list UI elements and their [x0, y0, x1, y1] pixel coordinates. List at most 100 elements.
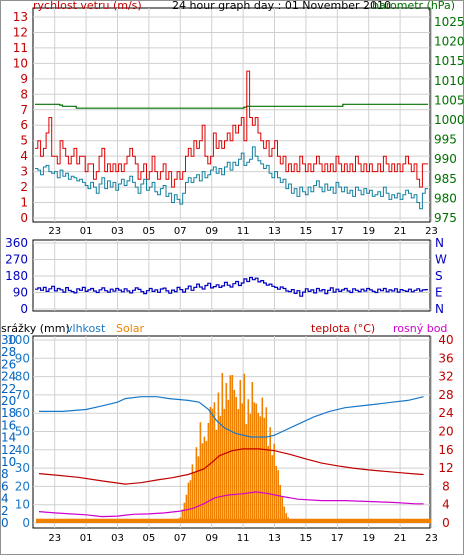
wind-speed-tick-label: 11 [13, 41, 28, 55]
humidity-tick-label: 90 [15, 351, 30, 365]
wind-speed-time-tick-label: 05 [143, 226, 156, 237]
temperature-time-tick-label: 19 [362, 533, 375, 544]
humidity-tick-label: 60 [15, 406, 30, 420]
wind-direction-degree-axis: 0 90 180 270 360 [5, 236, 28, 316]
wind-speed-tick-label: 1 [20, 196, 28, 210]
temperature-time-tick-label: 23 [48, 533, 61, 544]
temperature-tick-label: 16 [438, 443, 453, 457]
wind-direction-degree-label: 270 [5, 253, 28, 267]
wind-speed-time-axis: 23 01 03 05 07 09 11 13 15 17 19 21 23 [48, 226, 438, 237]
wind-speed-tick-label: 9 [20, 72, 28, 86]
dewpoint-line [38, 491, 424, 518]
wind-direction-degree-label: 90 [13, 286, 28, 300]
rain-tick-label: 8 [1, 467, 9, 481]
rain-tick-label: 2 [1, 504, 9, 518]
wind-speed-time-tick-label: 23 [48, 226, 61, 237]
wind-direction-compass-label: N [435, 302, 444, 316]
rain-tick-label: 22 [1, 382, 16, 396]
humidity-tick-label: 20 [15, 479, 30, 493]
temperature-time-tick-label: 11 [237, 533, 250, 544]
temperature-time-tick-label: 01 [80, 533, 93, 544]
barometer-tick-label: 1015 [434, 54, 464, 68]
wind-speed-time-tick-label: 01 [80, 226, 93, 237]
wind-direction-series [35, 276, 428, 297]
wind-speed-time-tick-label: 21 [394, 226, 407, 237]
wind-speed-tick-label: 10 [13, 56, 28, 70]
humidity-tick-label: 40 [15, 443, 30, 457]
temperature-tick-label: 12 [438, 461, 453, 475]
wind-direction-compass-label: W [435, 253, 447, 267]
barometer-tick-label: 1000 [434, 113, 464, 127]
temperature-time-tick-label: 15 [300, 533, 313, 544]
wind-gust-line [35, 70, 428, 188]
dewpoint-legend-label: rosný bod [393, 322, 447, 335]
barometer-line [35, 103, 428, 109]
temperature-tick-label: 4 [442, 498, 450, 512]
barometer-tick-label: 990 [434, 152, 457, 166]
barometer-tick-label: 975 [434, 211, 457, 225]
barometer-tick-label: 1010 [434, 74, 464, 88]
barometer-tick-label: 985 [434, 172, 457, 186]
wind-average-line [35, 146, 428, 210]
temperature-line [38, 448, 424, 485]
temperature-time-tick-label: 23 [425, 533, 438, 544]
rain-tick-label: 24 [1, 370, 16, 384]
wind-speed-tick-label: 4 [20, 149, 28, 163]
wind-speed-time-tick-label: 09 [205, 226, 218, 237]
rain-tick-label: 14 [1, 431, 16, 445]
humidity-tick-label: 70 [15, 388, 30, 402]
temperature-tick-label: 0 [442, 516, 450, 530]
rain-tick-label: 4 [1, 492, 9, 506]
temperature-tick-label: 36 [438, 351, 453, 365]
rain-tick-label: 12 [1, 443, 16, 457]
rain-bar [36, 518, 431, 523]
chart-title: 24 hour graph day : 01 November 2010 [172, 0, 391, 12]
wind-speed-time-tick-label: 19 [362, 226, 375, 237]
rain-tick-label: 26 [1, 357, 16, 371]
wind-speed-time-tick-label: 07 [174, 226, 187, 237]
wind-speed-tick-label: 12 [13, 25, 28, 39]
wind-speed-tick-label: 2 [20, 180, 28, 194]
wind-speed-tick-label: 6 [20, 118, 28, 132]
temperature-time-tick-label: 05 [143, 533, 156, 544]
humidity-tick-label: 0 [22, 516, 30, 530]
temperature-tick-label: 20 [438, 425, 453, 439]
temperature-time-tick-label: 09 [205, 533, 218, 544]
barometer-tick-label: 1005 [434, 93, 464, 107]
barometer-tick-label: 980 [434, 191, 457, 205]
rain-tick-label: 0 [1, 516, 9, 530]
rain-tick-label: 16 [1, 418, 16, 432]
temperature-tick-label: 8 [442, 479, 450, 493]
temperature-time-tick-label: 03 [111, 533, 124, 544]
wind-speed-tick-label: 8 [20, 87, 28, 101]
wind-speed-time-tick-label: 13 [268, 226, 281, 237]
rain-tick-label: 6 [1, 479, 9, 493]
humidity-tick-label: 50 [15, 425, 30, 439]
wind-speed-series [35, 70, 428, 210]
temperature-time-tick-label: 21 [394, 533, 407, 544]
wind-speed-time-tick-label: 23 [425, 226, 438, 237]
rain-tick-label: 28 [1, 345, 16, 359]
temperature-tick-label: 40 [438, 333, 453, 347]
wind-speed-time-tick-label: 17 [331, 226, 344, 237]
wind-speed-tick-label: 5 [20, 134, 28, 148]
temperature-tick-label: 24 [438, 406, 453, 420]
wind-speed-tick-label: 7 [20, 103, 28, 117]
wind-direction-compass-label: N [435, 236, 444, 250]
humidity-tick-label: 30 [15, 461, 30, 475]
temperature-axis: 0 4 8 12 16 20 24 28 32 36 40 [438, 333, 453, 530]
wind-direction-degree-label: 0 [20, 302, 28, 316]
rain-tick-label: 10 [1, 455, 16, 469]
wind-direction-degree-label: 360 [5, 236, 28, 250]
barometer-tick-label: 995 [434, 133, 457, 147]
temperature-tick-label: 32 [438, 370, 453, 384]
rain-tick-label: 18 [1, 406, 16, 420]
temperature-tick-label: 28 [438, 388, 453, 402]
